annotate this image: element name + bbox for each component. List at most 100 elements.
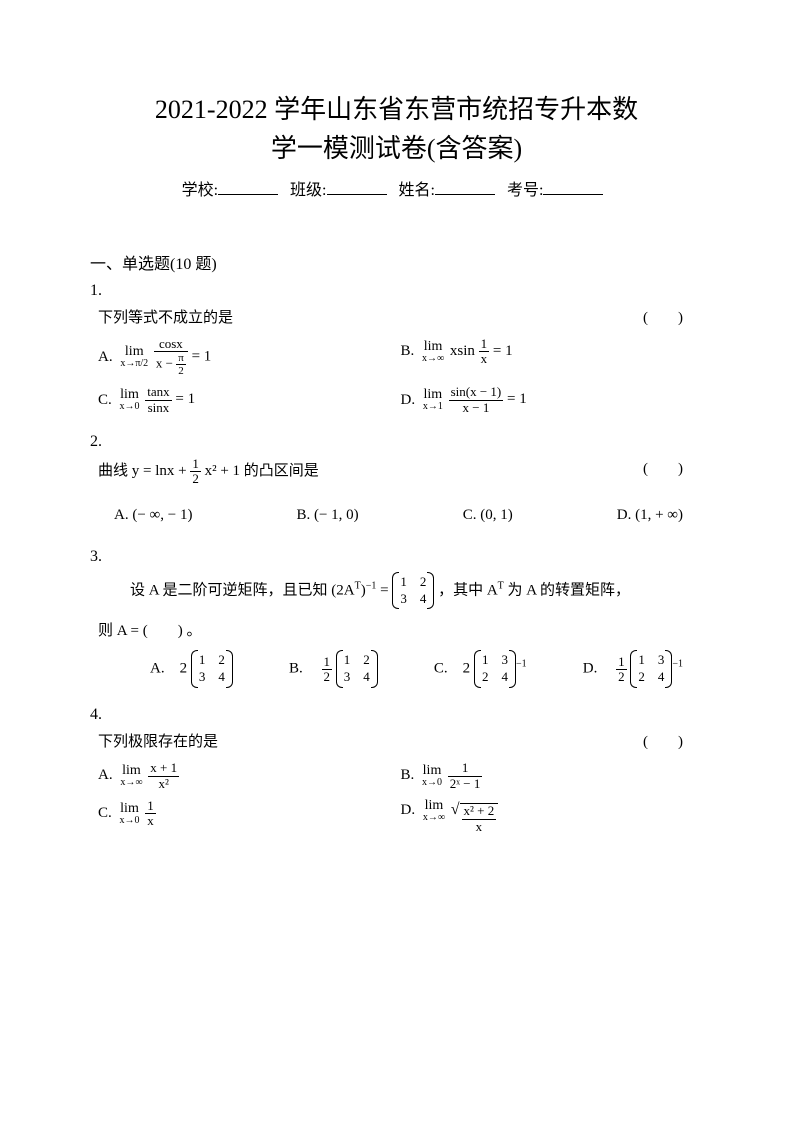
q4-b-lim: lim x→0 (422, 764, 442, 788)
school-blank (218, 194, 278, 195)
q3-b-frac-num: 1 (322, 655, 333, 670)
q1-a-frac-den: x − π 2 (154, 352, 188, 377)
exam-id-blank (543, 194, 603, 195)
q3-option-b: B. 1 2 1 2 3 4 (289, 650, 378, 688)
q3-d-m-r1: 1 3 (638, 652, 664, 669)
title-line-1: 2021-2022 学年山东省东营市统招专升本数 (90, 90, 703, 129)
q3-sup-neg1: −1 (366, 580, 377, 591)
q1-c-lim-bot: x→0 (120, 402, 140, 412)
q3-d-sup: −1 (672, 659, 683, 670)
q2-option-d: D. (1, + ∞) (617, 507, 683, 524)
q3-b-m-r2: 3 4 (344, 669, 370, 686)
q3-d-frac-num: 1 (616, 655, 627, 670)
student-info-line: 学校: 班级: 姓名: 考号: (90, 176, 703, 200)
q1-d-lim-bot: x→1 (423, 402, 443, 412)
q1-options-row-2: C. lim x→0 tanx sinx = 1 D. lim x→1 sin(… (98, 385, 703, 415)
q1-stem: 下列等式不成立的是 (98, 310, 233, 326)
q1-number: 1. (90, 282, 703, 300)
q3-c-matrix: 1 3 2 4 (474, 650, 516, 688)
q1-a-label: A. (98, 349, 113, 365)
q2-option-b: B. (− 1, 0) (296, 507, 358, 524)
q2-text: 曲线 y = lnx + 1 2 x² + 1 的凸区间是 ( ) (98, 457, 703, 487)
page-title: 2021-2022 学年山东省东营市统招专升本数 学一模测试卷(含答案) (90, 90, 703, 168)
q2-option-c: C. (0, 1) (463, 507, 513, 524)
q4-option-a: A. lim x→∞ x + 1 x² (98, 761, 401, 791)
section-1-title: 一、单选题(10 题) (90, 250, 703, 274)
q1-d-eq: = 1 (507, 392, 527, 408)
q3-m-r1: 1 2 (400, 574, 426, 591)
q4-d-frac: x² + 2 x (462, 804, 497, 834)
q1-a-den-left: x − (156, 356, 173, 371)
q1-d-frac: sin(x − 1) x − 1 (449, 385, 504, 415)
q1-option-b: B. lim x→∞ xsin 1 x = 1 (401, 337, 704, 377)
q1-c-lim-top: lim (120, 388, 140, 402)
q4-b-frac: 1 2ˣ − 1 (448, 761, 483, 791)
q1-a-eq: = 1 (192, 349, 212, 365)
q3-d-frac: 1 2 (616, 655, 627, 685)
q1-b-frac-den: x (479, 352, 490, 366)
q1-a-frac: cosx x − π 2 (154, 337, 188, 377)
q4-a-frac-den: x² (148, 777, 179, 791)
q1-option-c: C. lim x→0 tanx sinx = 1 (98, 385, 401, 415)
q3-m-r2: 3 4 (400, 591, 426, 608)
q3-then: 则 A = ( ) 。 (98, 619, 703, 640)
q3-text-end: 为 A 的转置矩阵， (504, 582, 630, 598)
q4-c-lim-bot: x→0 (120, 816, 140, 826)
q1-option-a: A. lim x→π/2 cosx x − π 2 = 1 (98, 337, 401, 377)
q3-d-label: D. (583, 661, 613, 677)
q2-frac-num: 1 (190, 457, 201, 472)
school-label: 学校: (182, 182, 218, 199)
q4-d-frac-den: x (462, 820, 497, 834)
q4-b-frac-den: 2ˣ − 1 (448, 777, 483, 791)
title-line-2: 学一模测试卷(含答案) (90, 129, 703, 168)
q1-options-row-1: A. lim x→π/2 cosx x − π 2 = 1 B. lim x→∞… (98, 337, 703, 377)
class-label: 班级: (290, 182, 326, 199)
q3-option-d: D. 1 2 1 3 2 4 −1 (583, 650, 683, 688)
q4-paren: ( ) (643, 730, 683, 751)
class-blank (327, 194, 387, 195)
q4-b-frac-num: 1 (448, 761, 483, 776)
q1-a-lim-top: lim (120, 345, 148, 359)
q1-b-frac: 1 x (479, 337, 490, 367)
q2-paren: ( ) (643, 457, 683, 478)
exam-id-label: 考号: (507, 182, 543, 199)
q3-b-frac: 1 2 (322, 655, 333, 685)
q3-c-label: C. 2 (434, 661, 470, 677)
name-blank (435, 194, 495, 195)
q2-text-pre: 曲线 y = lnx + (98, 463, 187, 479)
q3-eq: = (376, 582, 392, 598)
q1-b-frac-num: 1 (479, 337, 490, 352)
q3-b-m-r1: 1 2 (344, 652, 370, 669)
q4-c-lim-top: lim (120, 802, 140, 816)
q4-stem: 下列极限存在的是 (98, 734, 218, 750)
q1-b-lim: lim x→∞ (422, 340, 444, 364)
q3-d-frac-den: 2 (616, 670, 627, 684)
q1-b-lim-bot: x→∞ (422, 354, 444, 364)
q4-text: 下列极限存在的是 ( ) (98, 730, 703, 751)
q4-c-frac: 1 x (145, 799, 156, 829)
q3-c-m-r1: 1 3 (482, 652, 508, 669)
q3-c-sup: −1 (516, 659, 527, 670)
q1-b-body: xsin (450, 343, 475, 359)
q3-text-post: ，其中 A (438, 582, 498, 598)
q3-text-pre: 设 A 是二阶可逆矩阵，且已知 (2A (130, 582, 355, 598)
q4-a-label: A. (98, 767, 113, 783)
q4-c-lim: lim x→0 (120, 802, 140, 826)
q1-c-frac-den: sinx (145, 401, 171, 415)
q3-b-matrix: 1 2 3 4 (336, 650, 378, 688)
q3-b-frac-den: 2 (322, 670, 333, 684)
q3-matrix: 1 2 3 4 (392, 572, 434, 610)
q1-c-eq: = 1 (175, 392, 195, 408)
q1-a-frac-num: cosx (154, 337, 188, 352)
q1-c-frac: tanx sinx (145, 385, 171, 415)
q1-d-lim-top: lim (423, 388, 443, 402)
q1-c-frac-num: tanx (145, 385, 171, 400)
q3-options: A. 2 1 2 3 4 B. 1 2 1 2 3 4 C. 2 1 3 2 4… (150, 650, 683, 688)
q1-option-d: D. lim x→1 sin(x − 1) x − 1 = 1 (401, 385, 704, 415)
q4-b-lim-bot: x→0 (422, 778, 442, 788)
q1-b-lim-top: lim (422, 340, 444, 354)
q2-text-post: x² + 1 的凸区间是 (205, 463, 319, 479)
q3-option-c: C. 2 1 3 2 4 −1 (434, 650, 527, 688)
q1-paren: ( ) (643, 306, 683, 327)
q3-c-m-r2: 2 4 (482, 669, 508, 686)
